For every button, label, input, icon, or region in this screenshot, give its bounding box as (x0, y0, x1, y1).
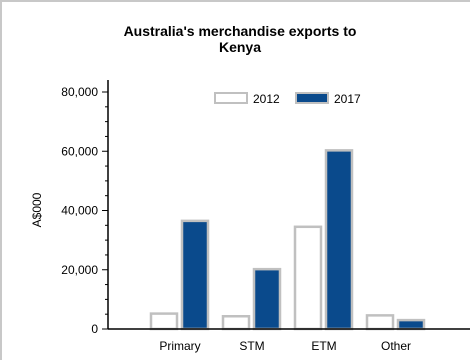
chart-title-line-2: Kenya (219, 39, 261, 55)
legend: 2012 2017 (214, 92, 361, 106)
x-tick-label: ETM (311, 339, 336, 353)
bar-2017-stm (252, 267, 282, 331)
y-tick-label: 60,000 (61, 144, 98, 158)
chart-title: Australia's merchandise exports to Kenya (124, 23, 357, 55)
bar-2017-primary (180, 219, 210, 331)
y-tick-label: 80,000 (61, 85, 98, 99)
legend-label-2017: 2017 (334, 92, 361, 106)
y-tick-label: 20,000 (61, 263, 98, 277)
x-tick-label: Primary (159, 339, 200, 353)
x-tick-label: Other (381, 339, 411, 353)
x-tick-label: STM (239, 339, 264, 353)
bar-2012-primary (149, 312, 179, 331)
bar-2012-etm (293, 225, 323, 331)
y-axis-label: A$000 (30, 192, 44, 227)
bar-2017-etm (324, 149, 354, 331)
y-tick-label: 0 (91, 322, 98, 336)
bar-2012-other (365, 314, 395, 331)
x-axis: Primary STM ETM Other (108, 328, 470, 353)
chart-title-line-1: Australia's merchandise exports to (124, 23, 357, 39)
legend-label-2012: 2012 (253, 92, 280, 106)
bars (149, 149, 426, 331)
bar-2012-stm (221, 315, 251, 331)
y-tick-label: 40,000 (61, 204, 98, 218)
legend-swatch-2017 (295, 92, 329, 104)
bar-2017-other (396, 318, 426, 331)
y-axis: 0 20,000 40,000 60,000 80,000 (61, 80, 109, 336)
legend-swatch-2012 (214, 92, 248, 104)
